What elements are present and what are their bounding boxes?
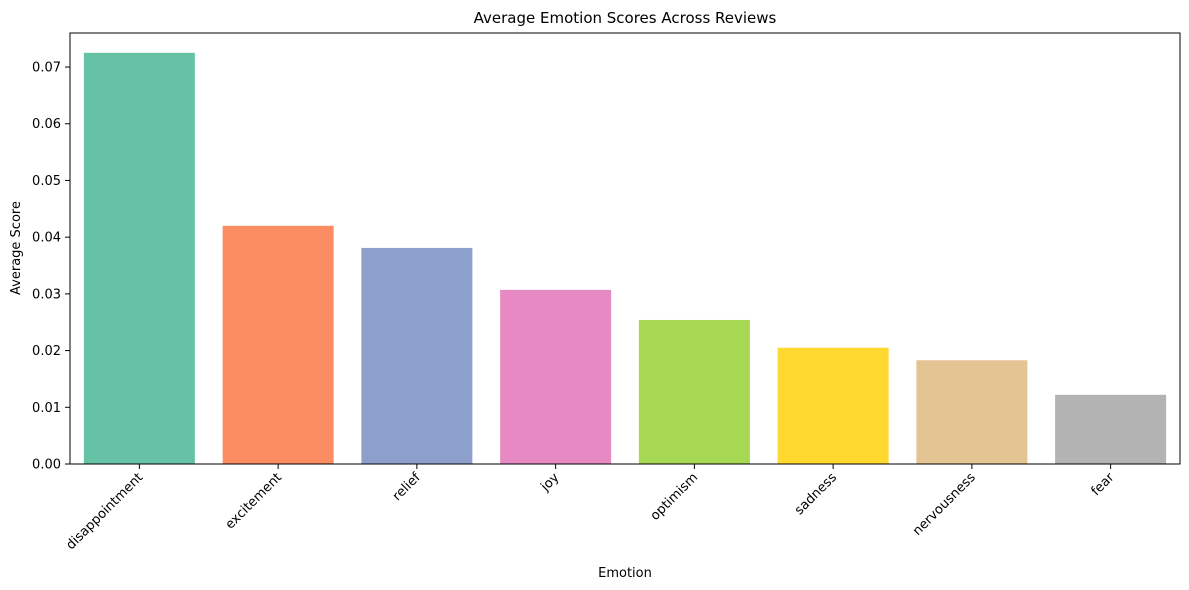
y-axis: 0.00 0.01 0.02 0.03 0.04 0.05 0.06 0.07 xyxy=(32,61,70,473)
plot-frame xyxy=(69,32,1181,465)
x-tick-label: relief xyxy=(390,470,424,504)
x-tick-label: nervousness xyxy=(910,470,979,539)
bar-joy xyxy=(500,289,612,464)
y-tick-label: 0.03 xyxy=(32,287,61,302)
bar-relief xyxy=(361,247,473,464)
y-tick-label: 0.07 xyxy=(32,61,61,76)
bar-optimism xyxy=(638,319,750,464)
bar-excitement xyxy=(222,225,334,464)
bars-group xyxy=(83,52,1167,464)
x-tick-label: excitement xyxy=(223,470,285,532)
y-tick-label: 0.02 xyxy=(32,344,61,359)
chart-title: Average Emotion Scores Across Reviews xyxy=(474,9,777,27)
bar-sadness xyxy=(777,347,889,464)
x-axis-label: Emotion xyxy=(598,566,652,581)
y-tick-label: 0.00 xyxy=(32,458,61,473)
y-tick-label: 0.04 xyxy=(32,231,61,246)
x-axis: disappointment excitement relief joy optimis… xyxy=(63,464,1118,553)
x-tick-label: disappointment xyxy=(63,470,146,553)
bar-disappointment xyxy=(83,52,195,464)
y-tick-label: 0.06 xyxy=(32,117,61,132)
y-tick-label: 0.01 xyxy=(32,401,61,416)
y-axis-label: Average Score xyxy=(9,201,24,295)
bar-fear xyxy=(1055,394,1167,464)
x-tick-label: sadness xyxy=(792,470,840,518)
x-tick-label: joy xyxy=(538,470,563,495)
x-tick-label: fear xyxy=(1089,470,1118,499)
bar-nervousness xyxy=(916,360,1028,464)
x-tick-label: optimism xyxy=(648,470,701,523)
y-tick-label: 0.05 xyxy=(32,174,61,189)
